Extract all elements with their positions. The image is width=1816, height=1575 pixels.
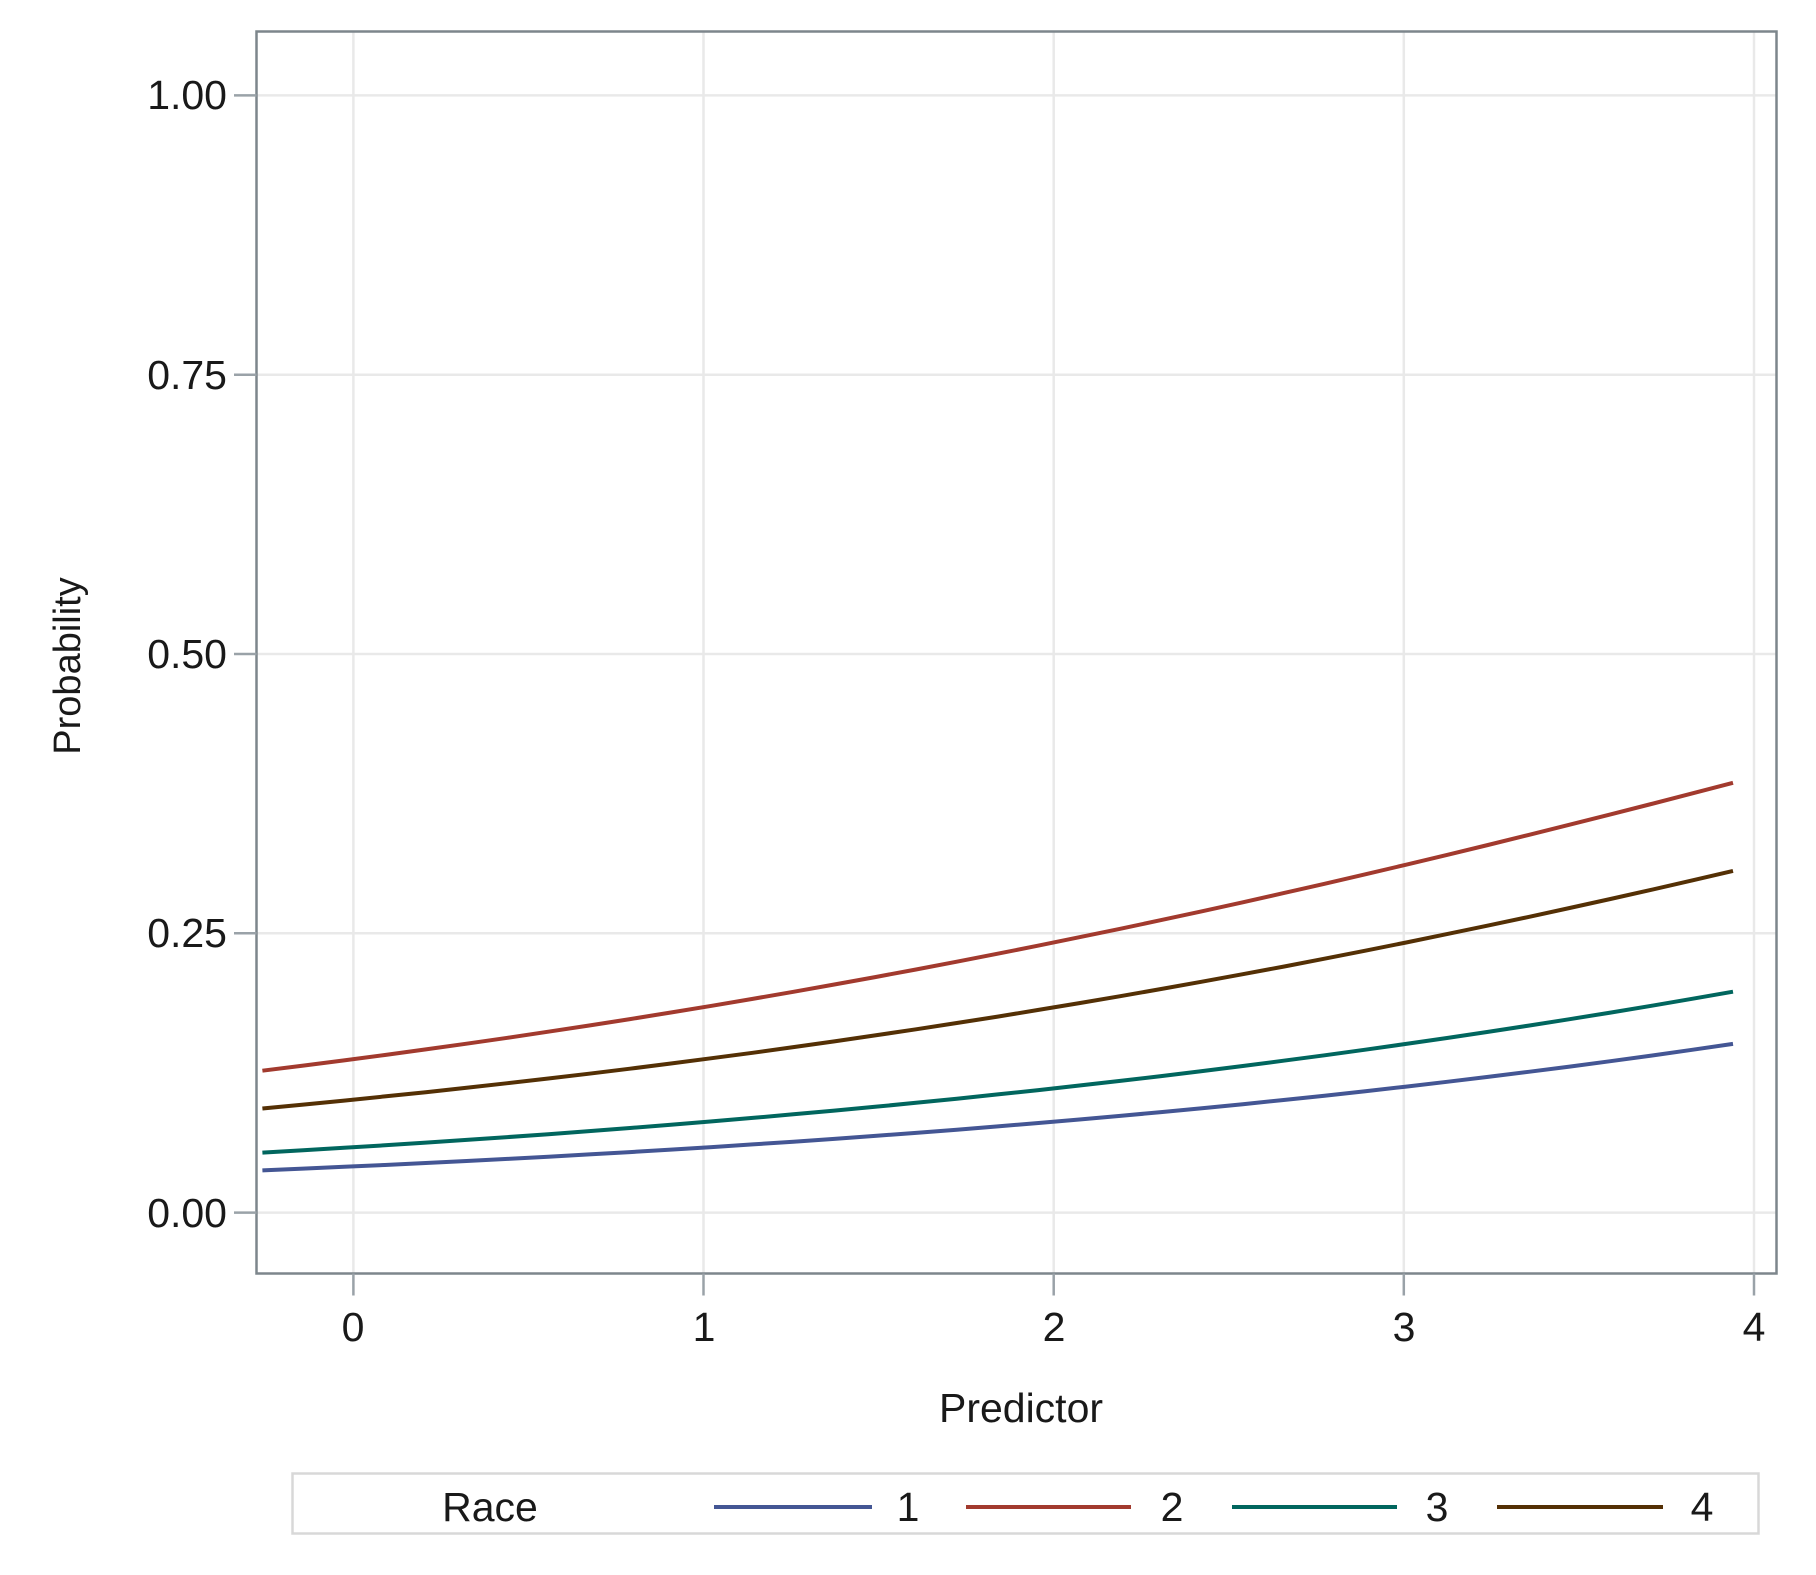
svg-text:4: 4 bbox=[1691, 1484, 1714, 1530]
svg-text:1: 1 bbox=[693, 1304, 716, 1350]
svg-text:0.25: 0.25 bbox=[147, 910, 227, 956]
svg-text:2: 2 bbox=[1043, 1304, 1066, 1350]
svg-text:3: 3 bbox=[1426, 1484, 1449, 1530]
svg-text:Probability: Probability bbox=[47, 577, 89, 754]
svg-text:0: 0 bbox=[342, 1304, 365, 1350]
svg-text:2: 2 bbox=[1161, 1484, 1184, 1530]
svg-text:4: 4 bbox=[1743, 1304, 1766, 1350]
svg-text:1.00: 1.00 bbox=[147, 72, 227, 118]
svg-text:0.50: 0.50 bbox=[147, 631, 227, 677]
svg-text:3: 3 bbox=[1393, 1304, 1416, 1350]
svg-text:Race: Race bbox=[442, 1484, 538, 1530]
svg-text:0.00: 0.00 bbox=[147, 1190, 227, 1236]
svg-text:0.75: 0.75 bbox=[147, 352, 227, 398]
svg-text:Predictor: Predictor bbox=[939, 1385, 1103, 1431]
svg-text:1: 1 bbox=[897, 1484, 920, 1530]
